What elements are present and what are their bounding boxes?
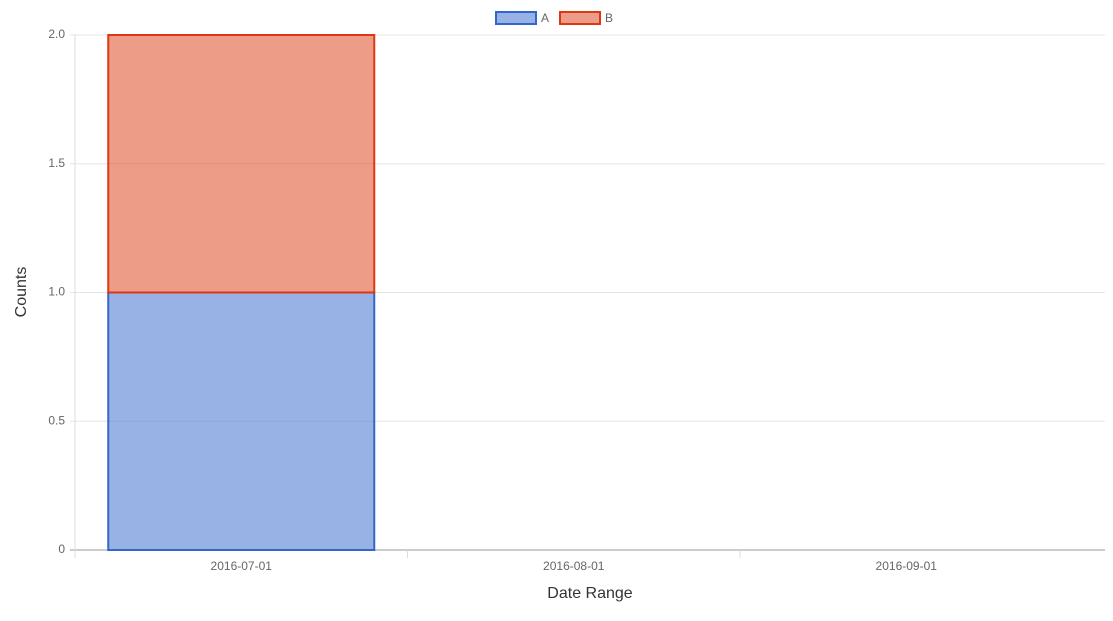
legend-swatch [559,11,601,25]
y-tick-label: 1.0 [48,285,65,299]
legend-label: A [541,11,549,25]
legend-label: B [605,11,613,25]
y-axis-title: Counts [13,267,30,318]
x-tick-label: 2016-09-01 [876,559,938,573]
y-tick-label: 0 [58,542,65,556]
y-tick-label: 2.0 [48,27,65,41]
y-tick-label: 0.5 [48,413,65,427]
x-tick-label: 2016-07-01 [211,559,273,573]
bar [107,34,376,294]
x-axis-title: Date Range [547,585,632,602]
legend-swatch [495,11,537,25]
bar [107,291,376,551]
y-tick-label: 1.5 [48,156,65,170]
x-tick-label: 2016-08-01 [543,559,605,573]
